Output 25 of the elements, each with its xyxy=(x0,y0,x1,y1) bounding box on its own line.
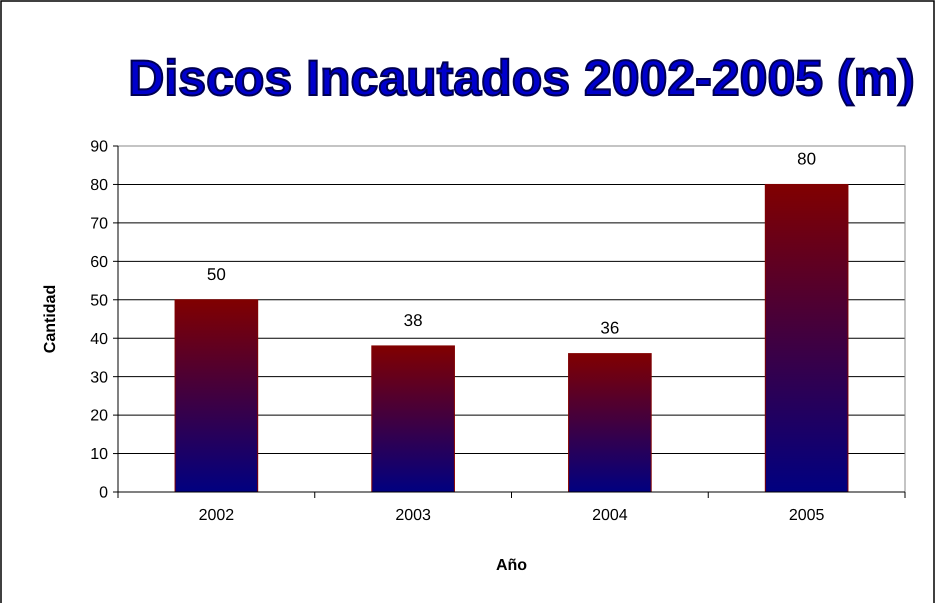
y-tick-label: 30 xyxy=(90,369,108,386)
y-tick-label: 90 xyxy=(90,138,108,156)
chart-title: Discos Incautados 2002-2005 (m) xyxy=(128,50,915,106)
x-tick-label: 2005 xyxy=(788,507,825,524)
data-label: 36 xyxy=(600,318,620,338)
y-tick-label: 0 xyxy=(99,484,108,502)
y-tick-label: 80 xyxy=(90,177,108,194)
y-tick-label: 20 xyxy=(90,408,108,425)
bar xyxy=(764,184,848,492)
bar xyxy=(568,353,652,492)
data-label: 38 xyxy=(404,310,423,330)
y-tick-label: 70 xyxy=(90,215,108,232)
x-tick-label: 2003 xyxy=(395,507,432,524)
y-tick-label: 60 xyxy=(90,254,108,271)
x-axis-title: Año xyxy=(496,557,528,574)
y-tick-label: 40 xyxy=(90,330,108,348)
x-tick-label: 2004 xyxy=(592,507,628,524)
y-tick-label: 10 xyxy=(90,446,108,464)
y-tick-label: 50 xyxy=(90,292,108,310)
bar xyxy=(174,299,258,492)
data-label: 50 xyxy=(206,264,226,284)
data-label: 80 xyxy=(797,149,816,168)
bar xyxy=(371,345,455,492)
x-tick-label: 2002 xyxy=(198,507,234,524)
y-axis-title: Cantidad xyxy=(42,284,59,354)
